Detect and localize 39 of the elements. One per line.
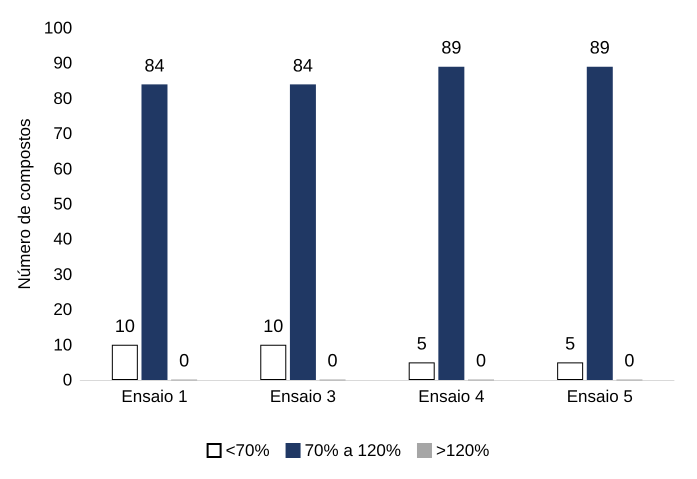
- data-label: 5: [565, 333, 576, 354]
- y-axis-title: Número de compostos: [15, 118, 34, 290]
- y-tick-label: 80: [53, 88, 72, 108]
- data-label: 89: [441, 38, 462, 58]
- data-label: 0: [476, 350, 486, 370]
- y-tick-label: 50: [53, 194, 72, 214]
- bar: [141, 84, 168, 380]
- y-tick-label: 90: [53, 54, 72, 73]
- y-tick-label: 0: [62, 370, 72, 390]
- x-tick-label: Ensaio 3: [270, 387, 336, 406]
- y-tick-label: 10: [53, 335, 72, 354]
- bar: [408, 362, 435, 380]
- y-tick-label: 30: [53, 264, 72, 284]
- bar: [438, 66, 464, 380]
- legend-label: >120%: [436, 441, 490, 460]
- legend-label: 70% a 120%: [304, 441, 401, 460]
- y-tick-label: 40: [53, 230, 72, 249]
- y-tick-label: 20: [53, 300, 72, 320]
- bar: [290, 84, 316, 380]
- y-tick-label: 100: [44, 18, 72, 38]
- x-tick-label: Ensaio 4: [418, 387, 484, 406]
- data-label: 0: [179, 350, 190, 370]
- legend-label: <70%: [226, 441, 270, 460]
- x-tick-label: Ensaio 1: [121, 387, 188, 406]
- bar: [112, 344, 138, 380]
- data-label: 0: [624, 350, 634, 370]
- bar: [557, 362, 584, 380]
- data-label: 84: [144, 55, 164, 76]
- y-tick-label: 60: [53, 159, 72, 178]
- bar: [260, 344, 286, 380]
- data-label: 0: [328, 350, 338, 370]
- data-label: 5: [416, 333, 427, 354]
- data-label: 10: [114, 316, 135, 336]
- data-label: 89: [590, 38, 610, 58]
- data-label: 10: [263, 316, 284, 336]
- data-label: 84: [292, 55, 313, 76]
- bar: [586, 66, 613, 380]
- x-tick-label: Ensaio 5: [566, 387, 633, 406]
- y-tick-label: 70: [53, 124, 72, 144]
